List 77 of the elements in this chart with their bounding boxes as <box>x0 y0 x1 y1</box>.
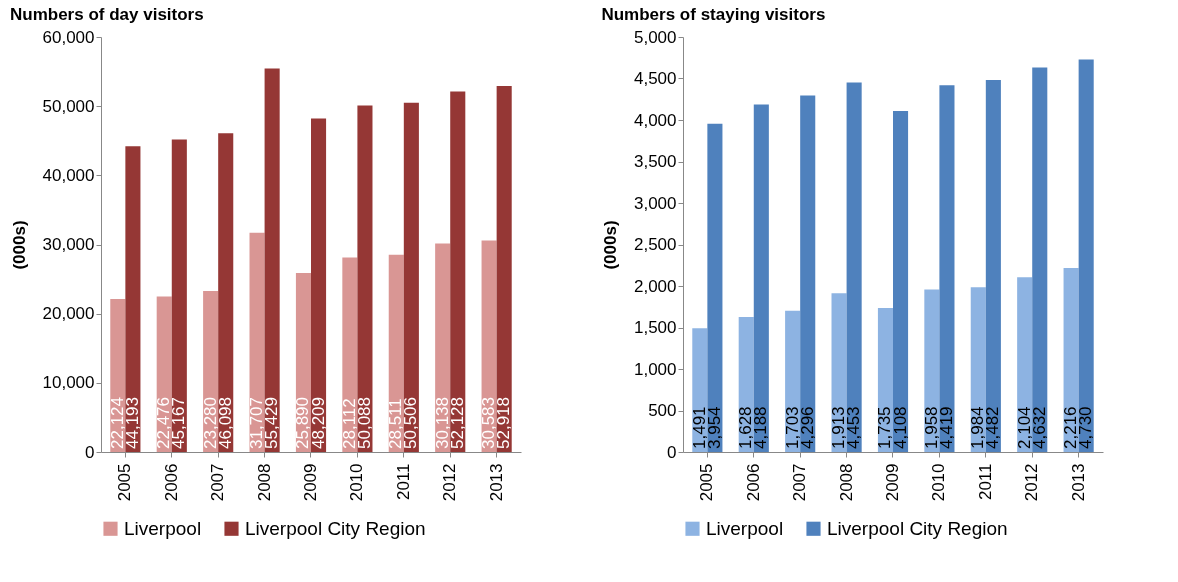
bar <box>218 133 234 452</box>
x-tick-label: 2012 <box>440 463 460 502</box>
data-label: 23,280 <box>200 397 220 449</box>
data-label: 1,958 <box>921 406 941 449</box>
y-tick-label: 20,000 <box>42 304 95 324</box>
x-tick-label: 2013 <box>486 463 506 502</box>
bar <box>1078 59 1094 452</box>
y-tick-label: 4,500 <box>633 69 677 88</box>
bar <box>125 146 141 452</box>
bar <box>496 85 512 452</box>
x-tick-label: 2012 <box>1022 463 1042 502</box>
data-label: 2,216 <box>1061 406 1081 449</box>
x-tick-label: 2010 <box>929 463 949 502</box>
bar <box>846 82 862 452</box>
x-tick-label: 2009 <box>883 463 902 502</box>
data-label: 1,913 <box>829 406 849 449</box>
bar <box>800 95 816 452</box>
x-tick-label: 2006 <box>743 463 763 502</box>
y-tick-label: 50,000 <box>42 96 95 116</box>
bar <box>450 91 466 452</box>
bar <box>357 105 373 452</box>
data-label: 1,984 <box>968 406 988 449</box>
data-label: 1,703 <box>782 406 802 449</box>
bar <box>249 232 265 452</box>
y-tick-label: 4,000 <box>633 110 677 130</box>
bar <box>311 118 327 452</box>
x-tick-label: 2009 <box>301 463 320 502</box>
bar <box>1017 277 1033 452</box>
y-tick-label: 500 <box>648 401 677 420</box>
y-tick-label: 10,000 <box>42 373 95 393</box>
y-tick-label: 1,500 <box>633 318 677 337</box>
x-tick-label: 2006 <box>161 463 181 502</box>
x-tick-label: 2005 <box>697 463 717 502</box>
bar <box>1063 268 1079 452</box>
x-tick-label: 2007 <box>790 463 810 502</box>
y-tick-label: 0 <box>85 442 95 462</box>
bar <box>1032 67 1048 452</box>
y-tick-label: 0 <box>667 442 677 462</box>
bar <box>753 104 769 452</box>
legend-label: Liverpool City Region <box>245 517 426 539</box>
legend-label: Liverpool <box>706 517 784 539</box>
y-tick-label: 40,000 <box>42 165 95 185</box>
y-tick-label: 5,000 <box>633 27 677 47</box>
x-tick-label: 2007 <box>208 463 228 502</box>
data-label: 2,104 <box>1014 406 1034 449</box>
bar <box>985 79 1001 452</box>
y-tick-label: 3,000 <box>633 193 677 213</box>
x-tick-label: 2008 <box>254 463 274 502</box>
x-tick-label: 2011 <box>393 463 413 501</box>
bar <box>264 68 280 452</box>
bar <box>403 102 419 452</box>
bar <box>939 85 955 452</box>
legend-label: Liverpool City Region <box>827 517 1008 539</box>
data-label: 22,124 <box>107 397 127 449</box>
bar <box>171 139 187 452</box>
data-label: 30,138 <box>432 397 452 449</box>
y-tick-label: 3,500 <box>633 152 677 171</box>
legend-label: Liverpool <box>124 517 202 539</box>
x-tick-label: 2013 <box>1068 463 1088 502</box>
x-tick-label: 2011 <box>975 463 995 501</box>
y-tick-label: 2,500 <box>633 235 677 254</box>
y-tick-label: 60,000 <box>42 27 95 47</box>
y-axis-title: (000s) <box>9 220 29 270</box>
chart-title: Numbers of day visitors <box>10 5 204 24</box>
y-axis-title: (000s) <box>600 220 620 270</box>
bar <box>893 111 909 452</box>
data-label: 1,735 <box>875 406 895 449</box>
x-tick-label: 2010 <box>347 463 367 502</box>
x-tick-label: 2008 <box>836 463 856 502</box>
x-tick-label: 2005 <box>115 463 135 502</box>
y-tick-label: 2,000 <box>633 276 677 296</box>
y-tick-label: 1,000 <box>633 359 677 379</box>
data-label: 1,491 <box>689 406 709 449</box>
y-tick-label: 30,000 <box>42 235 95 254</box>
chart-title: Numbers of staying visitors <box>601 5 826 24</box>
bar <box>707 123 723 452</box>
data-label: 1,628 <box>736 406 756 449</box>
